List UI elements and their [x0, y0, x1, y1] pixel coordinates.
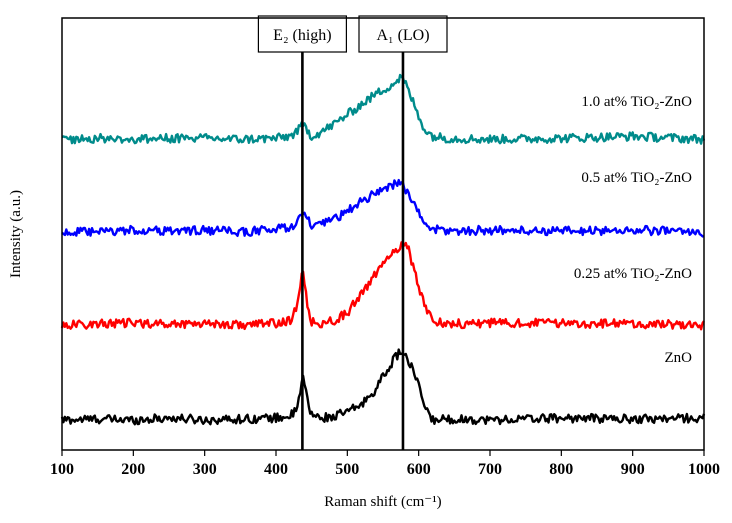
- x-axis-label: Raman shift (cm⁻¹): [324, 494, 441, 510]
- y-axis-label: Intensity (a.u.): [8, 190, 24, 278]
- annotation-box-0: [257, 15, 347, 53]
- x-tick-label-3: 400: [264, 461, 288, 478]
- x-tick-label-5: 600: [407, 461, 431, 478]
- series-label-2: 0.5 at% TiO₂-ZnO: [581, 170, 692, 186]
- x-tick-label-8: 900: [621, 461, 645, 478]
- annotation-label-1: A₁ (LO): [376, 27, 429, 44]
- series-line-2: [61, 178, 705, 238]
- annotation-label-0: E₂ (high): [273, 27, 331, 44]
- series-label-1: 0.25 at% TiO₂-ZnO: [574, 266, 692, 282]
- x-axis-ticks: 100 200 300 400 500 600 700 800 900 1000: [50, 450, 720, 478]
- series-line-3: [61, 73, 706, 145]
- series-layer: [60, 73, 706, 426]
- annotation-box-1: [358, 15, 448, 53]
- series-line-1: [60, 241, 705, 331]
- series-label-3: 1.0 at% TiO₂-ZnO: [581, 94, 692, 110]
- plot-frame: [61, 17, 705, 451]
- x-tick-label-9: 1000: [688, 461, 720, 478]
- x-tick-label-4: 500: [335, 461, 359, 478]
- x-tick-label-2: 300: [193, 461, 217, 478]
- series-labels: ZnO 0.25 at% TiO₂-ZnO 0.5 at% TiO₂-ZnO 1.0 …: [574, 94, 692, 366]
- annotation-layer: E₂ (high) A₁ (LO): [257, 15, 448, 450]
- x-tick-label-1: 200: [121, 461, 145, 478]
- series-label-0: ZnO: [665, 350, 693, 366]
- x-tick-label-7: 800: [549, 461, 573, 478]
- series-line-0: [60, 348, 706, 426]
- x-tick-label-6: 700: [478, 461, 502, 478]
- x-tick-label-0: 100: [50, 461, 74, 478]
